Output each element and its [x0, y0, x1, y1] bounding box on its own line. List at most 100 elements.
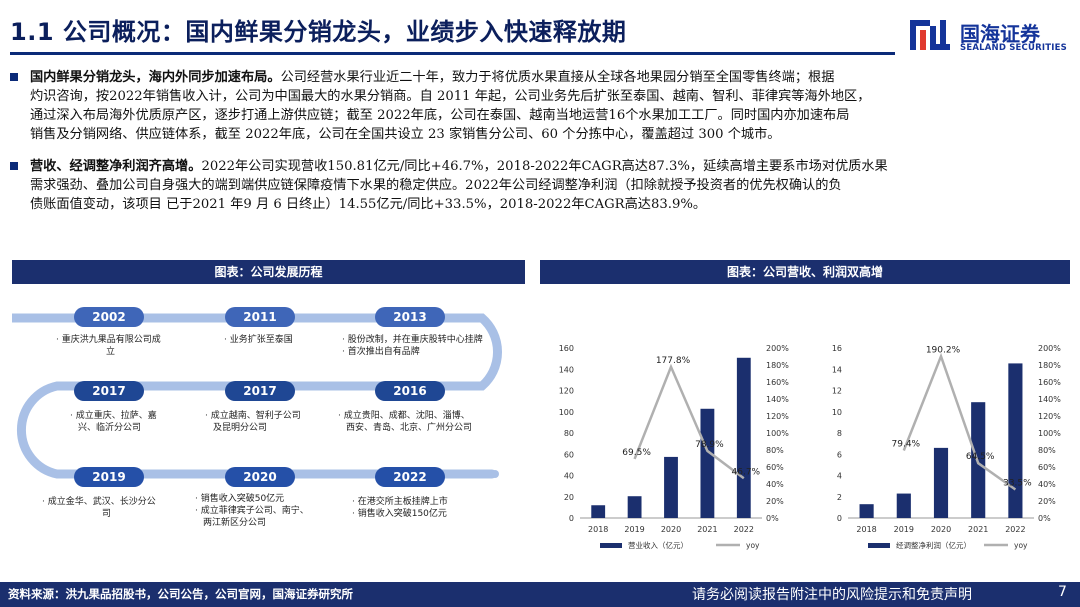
- chart-panel-title: 图表：公司营收、利润双高增: [540, 260, 1070, 284]
- bar: [664, 456, 678, 518]
- y2-tick-label: 100%: [766, 429, 789, 438]
- revenue-chart: 0 20 40 60 80 100 120 140 160 0% 20% 40% 60% 80% 100% 1…: [559, 344, 790, 550]
- yoy-data-label: 78.9%: [695, 440, 724, 450]
- milestone-events: · 成立金华、武汉、长沙分公 司: [42, 497, 156, 519]
- bar: [591, 505, 606, 518]
- y-tick-label: 2: [837, 493, 842, 502]
- timeline-panel-title: 图表：公司发展历程: [12, 260, 525, 284]
- bullet-square: [10, 162, 18, 170]
- y-tick-label: 100: [559, 408, 574, 417]
- x-tick-label: 2019: [894, 525, 914, 534]
- bar: [700, 408, 715, 518]
- y2-tick-label: 140%: [766, 395, 789, 404]
- y-tick-label: 120: [559, 387, 574, 396]
- milestone-year: 2002: [74, 307, 144, 327]
- milestone-events: · 成立重庆、拉萨、嘉 兴、临沂分公司: [70, 411, 157, 433]
- y2-tick-label: 20%: [1038, 497, 1056, 506]
- bullet-square: [10, 73, 18, 81]
- paragraph-line: 营收、经调整净利润齐高增。2022年公司实现营收150.81亿元/同比+46.7…: [30, 159, 888, 174]
- milestone-year: 2022: [375, 467, 445, 487]
- y2-tick-label: 40%: [1038, 480, 1056, 489]
- x-tick-label: 2022: [734, 525, 754, 534]
- x-tick-label: 2018: [588, 525, 608, 534]
- logo-text-cn: 国海证券: [960, 22, 1040, 46]
- x-tick-label: 2021: [697, 525, 717, 534]
- y-tick-label: 0: [569, 514, 574, 523]
- y-tick-label: 160: [559, 344, 574, 353]
- paragraph-line: 国内鲜果分销龙头，海内外同步加速布局。公司经营水果行业近二十年，致力于将优质水果…: [30, 70, 835, 85]
- paragraph-line: 灼识咨询，按2022年销售收入计，公司为中国最大的水果分销商。自 2011 年起…: [30, 89, 871, 104]
- milestone-year: 2020: [225, 467, 295, 487]
- x-tick-label: 2021: [968, 525, 988, 534]
- yoy-data-label: 46.7%: [732, 467, 761, 477]
- bar: [896, 493, 911, 518]
- y-tick-label: 10: [832, 408, 842, 417]
- legend-label: yoy: [746, 541, 760, 550]
- paragraph-lead: 营收、经调整净利润齐高增。: [30, 159, 202, 174]
- y-tick-label: 12: [832, 387, 842, 396]
- page-number: 7: [1058, 584, 1067, 600]
- paragraph-performance: 营收、经调整净利润齐高增。2022年公司实现营收150.81亿元/同比+46.7…: [10, 157, 1040, 214]
- disclaimer: 请务必阅读报告附注中的风险提示和免责声明: [692, 587, 972, 603]
- yoy-data-label: 177.8%: [656, 356, 691, 366]
- timeline-panel: 2002 · 重庆洪九果品有限公司成 立 2011 · 业务扩张至泰国 2013…: [12, 296, 525, 536]
- milestone-events: · 股份改制，并在重庆股转中心挂牌 · 首次推出自有品牌: [342, 335, 483, 357]
- y-tick-label: 0: [837, 514, 842, 523]
- yoy-data-label: 190.2%: [926, 345, 961, 355]
- bar: [1008, 363, 1023, 518]
- milestone-year: 2017: [74, 381, 144, 401]
- milestone-year: 2013: [375, 307, 445, 327]
- x-tick-label: 2019: [624, 525, 644, 534]
- y-tick-label: 16: [832, 344, 842, 353]
- legend-label: yoy: [1014, 541, 1028, 550]
- company-logo: 国海证券 SEALAND SECURITIES: [908, 16, 1073, 60]
- y2-tick-label: 40%: [766, 480, 784, 489]
- y-tick-label: 8: [837, 429, 842, 438]
- y-tick-label: 4: [837, 472, 842, 481]
- y-tick-label: 6: [837, 450, 842, 459]
- x-tick-label: 2018: [856, 525, 876, 534]
- bar: [859, 504, 874, 518]
- yoy-line: [633, 363, 745, 480]
- yoy-data-label: 69.5%: [622, 448, 651, 458]
- y2-tick-label: 160%: [766, 378, 789, 387]
- paragraph-lead: 国内鲜果分销龙头，海内外同步加速布局。: [30, 70, 281, 85]
- title-divider: [10, 52, 895, 55]
- y2-tick-label: 60%: [1038, 463, 1056, 472]
- y-tick-label: 60: [564, 450, 574, 459]
- x-tick-label: 2022: [1005, 525, 1025, 534]
- y-tick-label: 20: [564, 493, 574, 502]
- sealand-logo-icon: [910, 20, 950, 50]
- y2-tick-label: 0%: [766, 514, 779, 523]
- legend-label: 营业收入（亿元）: [628, 540, 688, 550]
- bar: [933, 447, 949, 518]
- profit-chart: 02468101214160%20%40%60%80%100%120%140%1…: [832, 344, 1061, 550]
- legend-swatch-bar: [600, 543, 622, 548]
- y2-tick-label: 200%: [766, 344, 789, 353]
- y2-tick-label: 100%: [1038, 429, 1061, 438]
- paragraph-line: 通过深入布局海外优质原产区，逐步打通上游供应链；截至 2022年底，公司在泰国、…: [30, 108, 850, 123]
- y-tick-label: 40: [564, 472, 574, 481]
- paragraph-overview: 国内鲜果分销龙头，海内外同步加速布局。公司经营水果行业近二十年，致力于将优质水果…: [10, 68, 1040, 144]
- x-tick-label: 2020: [931, 525, 951, 534]
- milestone-year: 2019: [74, 467, 144, 487]
- logo-text-en: SEALAND SECURITIES: [960, 43, 1067, 53]
- y-tick-label: 140: [559, 365, 574, 374]
- milestone-year: 2016: [375, 381, 445, 401]
- bar: [627, 496, 642, 518]
- milestone-year: 2017: [225, 381, 295, 401]
- bar: [736, 357, 751, 518]
- page-title: 1.1 公司概况：国内鲜果分销龙头，业绩步入快速释放期: [10, 18, 627, 46]
- y2-tick-label: 120%: [1038, 412, 1061, 421]
- y2-tick-label: 20%: [766, 497, 784, 506]
- y2-tick-label: 200%: [1038, 344, 1061, 353]
- yoy-line: [902, 352, 1017, 491]
- paragraph-line: 销售及分销网络、供应链体系，截至 2022年底，公司在全国共设立 23 家销售分…: [30, 127, 781, 142]
- milestone-events: · 在港交所主板挂牌上市 · 销售收入突破150亿元: [352, 497, 448, 519]
- footer-bar: [0, 582, 1080, 607]
- milestone-events: · 销售收入突破50亿元 · 成立菲律宾子公司、南宁、 两江新区分公司: [195, 494, 309, 528]
- legend-swatch-bar: [868, 543, 890, 548]
- timeline-path: [12, 313, 503, 479]
- y2-tick-label: 120%: [766, 412, 789, 421]
- y-tick-label: 14: [832, 365, 842, 374]
